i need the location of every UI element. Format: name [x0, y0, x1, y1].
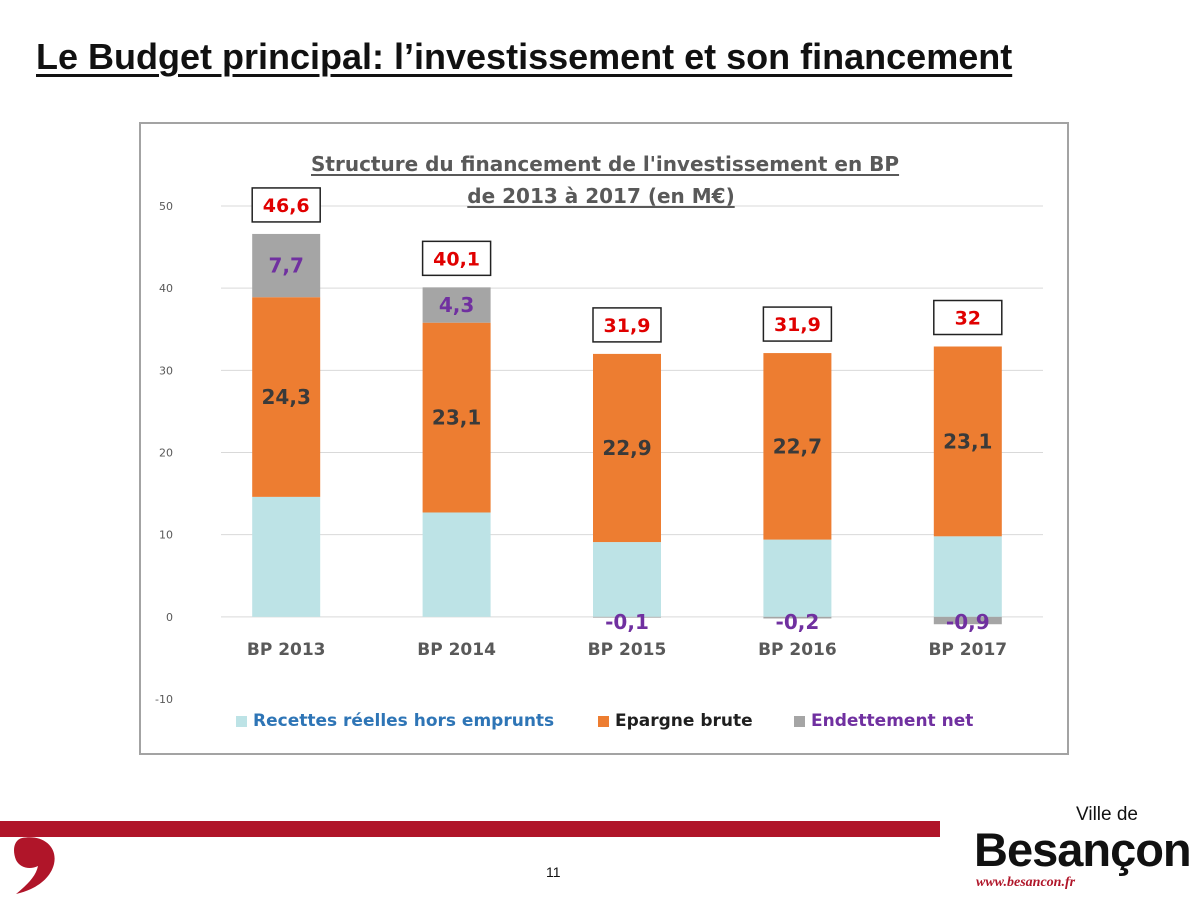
- logo-small-text: Ville de: [1076, 804, 1138, 825]
- data-label-endettement: -0,9: [946, 610, 990, 634]
- bar-recettes: [252, 496, 321, 617]
- chart-subtitle: de 2013 à 2017 (en M€): [467, 184, 735, 208]
- footer-bar: [0, 821, 940, 837]
- legend-item-epargne: Epargne brute: [598, 711, 753, 731]
- besancon-logo: Ville de Besançon www.besancon.fr: [960, 800, 1192, 895]
- total-label-box: [421, 240, 492, 277]
- legend-swatch-epargne: [598, 715, 609, 727]
- legend-swatch-endettement: [794, 715, 805, 727]
- data-label-endettement: 4,3: [439, 293, 474, 317]
- total-label: 40,1: [433, 248, 480, 270]
- legend-item-endettement: Endettement net: [794, 711, 973, 731]
- total-label-box: [762, 306, 833, 342]
- chart-plot: -10 0 10 20 30 40 50 24,3 7,7 46,6 BP 2013 23,1 4,3 4…: [155, 187, 1043, 706]
- bar-epargne: [933, 346, 1002, 537]
- data-label-epargne: 22,9: [602, 436, 651, 460]
- brand-mark-icon: [14, 837, 55, 894]
- y-tick-label: -10: [155, 693, 173, 706]
- y-tick-label: 50: [159, 200, 173, 213]
- y-tick-label: 10: [159, 529, 173, 542]
- y-tick-label: 0: [166, 611, 173, 624]
- chart-frame: -10 0 10 20 30 40 50 24,3 7,7 46,6 BP 2013 23,1 4,3 4…: [139, 122, 1069, 755]
- x-tick-label: BP 2014: [417, 640, 496, 660]
- bar-recettes: [933, 536, 1002, 617]
- bar-endettement: [933, 616, 1002, 625]
- page-number: 11: [546, 864, 561, 880]
- legend-label-endettement: Endettement net: [811, 711, 974, 731]
- legend-swatch-recettes: [236, 715, 247, 727]
- total-label: 31,9: [774, 314, 821, 336]
- legend-label-recettes: Recettes réelles hors emprunts: [253, 711, 555, 731]
- chart-title: Structure du financement de l'investisse…: [311, 152, 900, 176]
- x-tick-label: BP 2013: [247, 640, 326, 660]
- data-label-endettement: 7,7: [268, 254, 303, 278]
- bar-epargne: [763, 353, 832, 540]
- bar-recettes: [763, 539, 832, 617]
- total-label-box: [933, 299, 1003, 336]
- logo-main-text: Besançon: [974, 823, 1192, 876]
- total-label-box: [251, 187, 321, 223]
- bar-endettement: [252, 233, 321, 298]
- bar-endettement: [763, 616, 832, 619]
- data-label-epargne: 22,7: [773, 434, 822, 458]
- bar-endettement: [593, 616, 661, 618]
- bar-epargne: [252, 297, 321, 497]
- slide-title: Le Budget principal: l’investissement et…: [36, 36, 1013, 77]
- y-tick-label: 30: [159, 364, 173, 377]
- bar-epargne: [593, 353, 661, 543]
- logo-url-text: www.besancon.fr: [976, 875, 1076, 890]
- bar-epargne: [422, 322, 491, 513]
- total-label: 32: [955, 308, 981, 330]
- data-label-epargne: 23,1: [432, 406, 481, 430]
- data-label-endettement: -0,1: [605, 610, 649, 634]
- chart-legend: Recettes réelles hors emprunts Epargne b…: [236, 711, 1016, 737]
- legend-item-recettes: Recettes réelles hors emprunts: [236, 711, 554, 731]
- bar-recettes: [593, 542, 661, 617]
- bar-endettement: [422, 287, 491, 323]
- bar-recettes: [422, 512, 491, 617]
- total-label: 46,6: [263, 195, 310, 217]
- total-label: 31,9: [604, 315, 651, 337]
- legend-label-epargne: Epargne brute: [615, 711, 753, 731]
- x-tick-label: BP 2017: [928, 640, 1007, 660]
- y-tick-label: 20: [159, 447, 173, 460]
- data-label-epargne: 23,1: [943, 429, 992, 453]
- data-label-endettement: -0,2: [776, 610, 820, 634]
- x-tick-label: BP 2016: [758, 640, 837, 660]
- total-label-box: [592, 307, 662, 343]
- y-tick-label: 40: [159, 282, 173, 295]
- x-tick-label: BP 2015: [588, 640, 667, 660]
- data-label-epargne: 24,3: [262, 385, 311, 409]
